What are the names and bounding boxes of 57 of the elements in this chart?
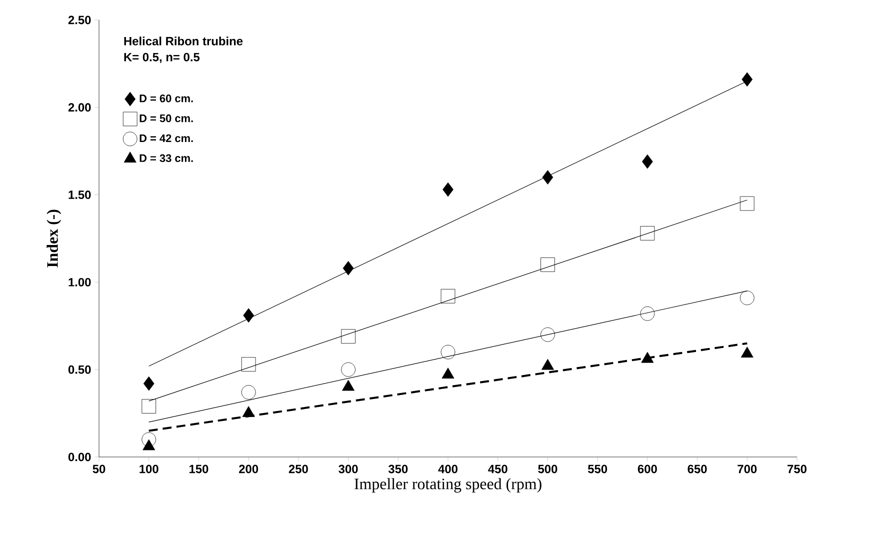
legend-label: D = 50 cm.: [140, 114, 193, 122]
point: [740, 196, 754, 211]
point: [341, 329, 356, 344]
x-tick-label: 50: [92, 464, 106, 474]
point: [242, 406, 255, 417]
point: [442, 368, 454, 379]
x-tick-label: 350: [388, 464, 408, 474]
legend-label: D = 33 cm.: [140, 154, 193, 162]
y-tick-label: 1.00: [68, 278, 91, 286]
point: [742, 72, 753, 87]
point: [541, 358, 554, 370]
point: [342, 380, 355, 391]
point: [642, 154, 653, 169]
point: [540, 327, 555, 342]
point: [440, 344, 456, 360]
y-tick-label: 2.50: [68, 16, 91, 24]
x-tick-label: 300: [338, 464, 358, 474]
x-tick-label: 450: [488, 464, 508, 474]
point: [640, 306, 655, 321]
point: [243, 308, 254, 323]
x-tick-label: 750: [788, 464, 806, 474]
point: [640, 226, 655, 240]
point: [740, 346, 754, 358]
x-tick-label: 400: [438, 464, 458, 474]
text: K= 0.5, n= 0.5: [124, 52, 200, 64]
legend-label: D = 60 cm.: [140, 94, 193, 102]
x-tick-label: 500: [538, 464, 558, 474]
point: [142, 399, 156, 414]
point: [142, 439, 156, 450]
point: [342, 261, 354, 276]
point: [341, 362, 356, 377]
point: [440, 288, 456, 304]
point: [641, 352, 654, 363]
y-tick-label: 0.00: [68, 452, 91, 462]
point: [143, 376, 154, 391]
point: [142, 432, 156, 447]
x-axis-title: Impeller rotating speed (rpm): [354, 478, 542, 493]
point: [740, 290, 754, 306]
point: [542, 170, 554, 184]
x-tick-label: 100: [140, 464, 158, 474]
x-tick-label: 250: [288, 464, 308, 474]
x-tick-label: 550: [588, 464, 608, 474]
point: [442, 182, 454, 197]
point: [241, 357, 256, 372]
legend-label: D = 42 cm.: [140, 134, 193, 142]
y-tick-label: 1.50: [68, 190, 91, 200]
x-tick-label: 600: [638, 464, 657, 474]
point: [241, 385, 256, 400]
x-tick-label: 150: [190, 464, 208, 474]
y-axis-title: Index (-): [46, 210, 62, 268]
x-tick-label: 650: [688, 464, 707, 474]
y-tick-label: 0.50: [68, 365, 91, 374]
x-tick-label: 700: [738, 464, 757, 474]
x-tick-label: 200: [239, 464, 258, 474]
y-tick-label: 2.00: [68, 103, 91, 112]
point: [540, 258, 555, 272]
text: Helical Ribon trubine: [124, 36, 243, 46]
